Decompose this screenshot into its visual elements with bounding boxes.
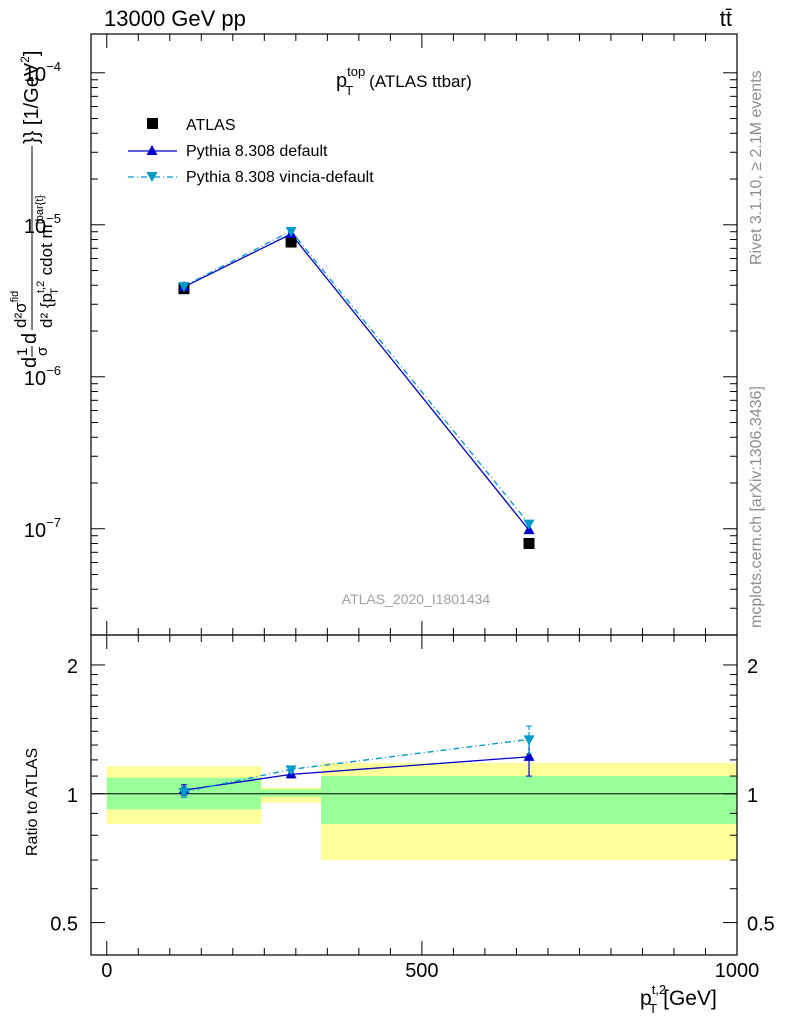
plot-title: ptop T (ATLAS ttbar)	[336, 64, 472, 98]
x-tick-label: 1000	[715, 960, 760, 982]
ratio-y-tick-label-right: 2	[747, 656, 758, 678]
ratio-band-inner	[261, 789, 322, 797]
main-point-atlas	[285, 236, 297, 248]
legend-marker-atlas	[147, 118, 158, 129]
legend-label-pythia-default: Pythia 8.308 default	[186, 143, 328, 160]
rivet-label: Rivet 3.1.10, ≥ 2.1M events	[748, 70, 765, 265]
ratio-y-axis-label: Ratio to ATLAS	[24, 748, 41, 856]
ratio-y-tick-label: 1	[67, 785, 78, 807]
svg-text:d² {pt,2T cdot mtbar{t}: d² {pt,2 T cdot mtbar{t}	[34, 195, 61, 328]
main-y-ticks: 10−7 10−6 10−5 10−4	[24, 34, 738, 635]
main-y-tick-label: 10−4	[24, 59, 61, 86]
legend-label-pythia-vincia: Pythia 8.308 vincia-default	[186, 169, 374, 186]
ratio-y-tick-label-right: 0.5	[747, 914, 775, 936]
main-y-axis-label: d 1 σ d d²σfid d² {pt,2 T cdot mtbar{t} }…	[9, 51, 61, 368]
ratio-band-inner	[321, 776, 737, 824]
analysis-watermark: ATLAS_2020_I1801434	[342, 591, 491, 607]
ratio-point-pythia-vincia	[178, 787, 190, 798]
ratio-y-tick-label: 0.5	[50, 914, 78, 936]
process-label: tt̄	[720, 6, 732, 31]
legend-marker-pythia-vincia	[146, 172, 158, 182]
legend-marker-pythia-default	[146, 145, 158, 155]
svg-text:d²σfid: d²σfid	[9, 291, 30, 328]
x-tick-label: 500	[405, 960, 438, 982]
ratio-plot-frame	[90, 634, 738, 956]
main-series-markers	[178, 227, 535, 549]
ratio-panel: 0.5 0.5 1 1 2 2 0 500 1000 Ratio to ATLAS pt,2 T…	[24, 634, 775, 1016]
main-point-pythia-vincia	[285, 227, 297, 238]
main-line-pythia-default	[183, 233, 530, 531]
main-series-lines	[183, 230, 530, 531]
legend: ATLAS Pythia 8.308 default Pythia 8.308 …	[128, 117, 374, 186]
main-point-pythia-vincia	[523, 519, 535, 530]
svg-text:}} [1/GeV2]: }} [1/GeV2]	[18, 51, 43, 144]
svg-text:d: d	[19, 333, 41, 344]
ratio-point-pythia-vincia	[285, 765, 297, 776]
ratio-y-tick-label: 2	[67, 656, 78, 678]
svg-text:1: 1	[14, 348, 31, 356]
energy-label: 13000 GeV pp	[104, 6, 246, 31]
x-axis-label: pt,2 T [GeV]	[640, 982, 717, 1016]
main-point-atlas	[523, 537, 535, 549]
ratio-y-tick-label-right: 1	[747, 785, 758, 807]
main-y-tick-label: 10−5	[24, 211, 61, 238]
main-y-tick-label: 10−7	[24, 515, 61, 542]
ratio-point-pythia-default	[523, 750, 535, 761]
main-y-tick-label: 10−6	[24, 363, 61, 390]
legend-label-atlas: ATLAS	[186, 117, 236, 134]
main-panel: 10−7 10−6 10−5 10−4 ptop T (ATLAS ttbar) ATLA…	[9, 33, 738, 636]
mcplots-label: mcplots.cern.ch [arXiv:1306.3436]	[748, 386, 765, 628]
ratio-y-ticks: 0.5 0.5 1 1 2 2	[50, 656, 775, 936]
ratio-x-ticks: 0 500 1000	[101, 635, 759, 982]
svg-text:σ: σ	[34, 346, 51, 356]
ratio-series-markers	[178, 725, 535, 799]
x-tick-label: 0	[101, 960, 112, 982]
ratio-uncertainty-bands	[106, 763, 737, 861]
ratio-point-pythia-vincia	[523, 735, 535, 746]
main-point-pythia-vincia	[178, 282, 190, 293]
svg-text:d: d	[19, 357, 41, 368]
main-line-pythia-vincia	[183, 230, 530, 525]
